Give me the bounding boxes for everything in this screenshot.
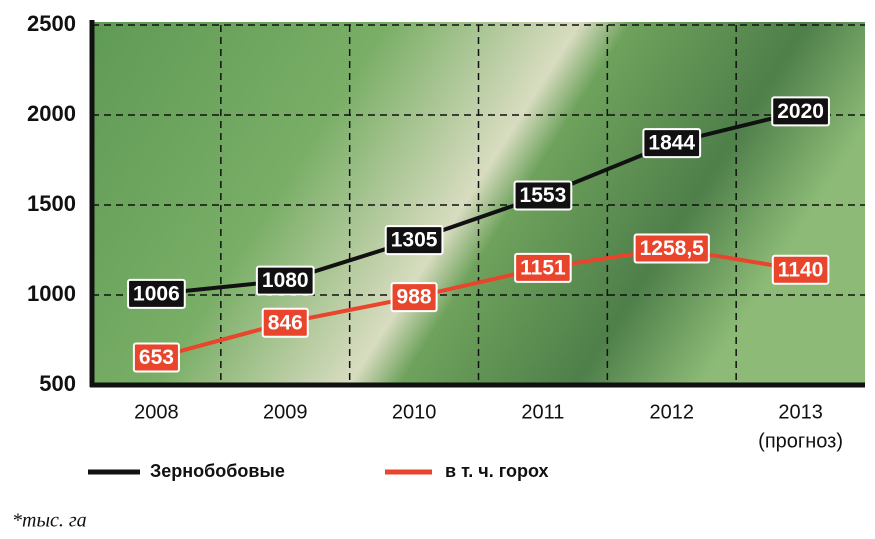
data-label: 988 [390,282,438,313]
data-label-box [384,225,444,256]
x-tick-label: 2012 [650,401,695,423]
x-tick-label: 2011 [521,401,564,423]
legend-label: Зернобобовые [150,461,285,481]
data-label: 2020 [771,96,830,127]
data-label-box [513,180,573,211]
data-label-text: 1080 [262,269,309,292]
data-label: 1151 [514,252,572,283]
data-label-text: 1553 [520,184,567,207]
y-tick-label: 2000 [27,101,76,126]
data-label-box [633,233,710,264]
unit-note: *тыс. га [12,510,87,532]
data-label-box [132,342,180,373]
vertical-grid [220,25,737,385]
x-tick-label: 2013 [778,401,823,423]
y-tick-label: 1000 [27,281,76,306]
data-label: 1844 [642,128,702,159]
data-label: 1080 [255,265,315,296]
data-label-text: 1258,5 [640,237,705,260]
data-label-text: 653 [139,346,174,369]
y-tick-label: 500 [39,371,76,396]
data-label-box [771,254,830,285]
data-label-box [390,282,438,313]
data-label-text: 1844 [648,132,695,155]
data-label-box [514,252,572,283]
data-label: 1258,5 [633,233,710,264]
data-label-box [261,307,309,338]
data-label-text: 1305 [391,229,438,252]
y-tick-label: 1500 [27,191,76,216]
data-label: 653 [132,342,180,373]
y-tick-label: 2500 [27,11,76,36]
data-label-box [255,265,315,296]
data-label: 1305 [384,225,444,256]
x-tick-label: 2009 [263,401,308,423]
data-label-text: 2020 [777,100,824,123]
data-label-text: 988 [397,286,432,309]
data-label-text: 1140 [778,258,824,281]
plot-background [92,22,865,385]
data-label: 846 [261,307,309,338]
x-tick-sublabel: (прогноз) [758,430,843,452]
data-label: 1140 [771,254,830,285]
legend-label: в т. ч. горох [445,461,549,481]
data-label: 1006 [127,278,186,309]
data-label-box [642,128,702,159]
data-label-text: 1151 [520,256,566,279]
data-label-box [771,96,830,127]
data-label-text: 846 [268,311,303,334]
data-label: 1553 [513,180,573,211]
data-label-text: 1006 [133,282,180,305]
x-tick-label: 2010 [392,401,437,423]
data-label-box [127,278,186,309]
x-tick-label: 2008 [134,401,179,423]
